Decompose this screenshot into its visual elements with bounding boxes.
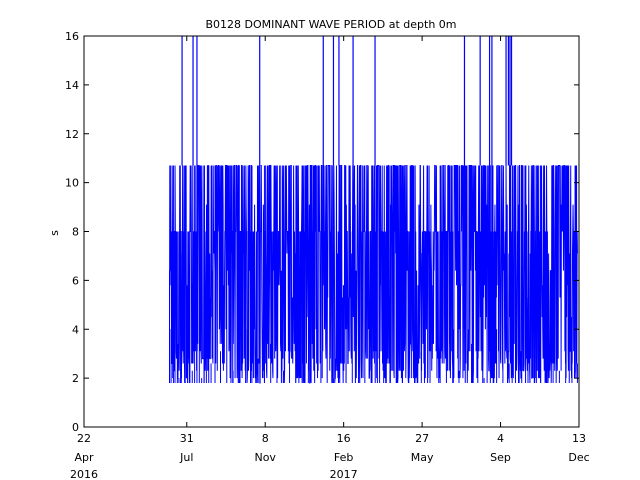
x-tick-day: 8 bbox=[262, 432, 269, 445]
y-tick-label: 14 bbox=[65, 79, 79, 92]
y-axis-label: s bbox=[48, 230, 61, 236]
x-tick-month: Dec bbox=[568, 451, 589, 464]
x-tick-month: Jul bbox=[179, 451, 193, 464]
series-layer bbox=[169, 36, 578, 384]
y-tick-label: 0 bbox=[72, 421, 79, 434]
y-tick-label: 8 bbox=[72, 226, 79, 239]
y-axis: 0 2 4 6 8 10 12 14 16 bbox=[65, 30, 579, 434]
y-tick-label: 4 bbox=[72, 323, 79, 336]
chart-title: B0128 DOMINANT WAVE PERIOD at depth 0m bbox=[205, 18, 456, 31]
x-axis: 22 Apr 2016 31 Jul 8 Nov 16 Feb 2017 27 May 4 Sep 13 De… bbox=[70, 36, 590, 480]
y-tick-label: 6 bbox=[72, 274, 79, 287]
x-tick-month: May bbox=[411, 451, 434, 464]
y-tick-label: 10 bbox=[65, 177, 79, 190]
x-tick-month: Nov bbox=[254, 451, 276, 464]
x-tick-day: 31 bbox=[180, 432, 194, 445]
x-tick-month: Sep bbox=[490, 451, 511, 464]
x-tick-month: Feb bbox=[334, 451, 353, 464]
x-tick-day: 27 bbox=[415, 432, 429, 445]
x-tick-month: Apr bbox=[74, 451, 94, 464]
x-tick-year: 2017 bbox=[330, 468, 358, 480]
y-tick-label: 12 bbox=[65, 128, 79, 141]
x-tick-day: 4 bbox=[497, 432, 504, 445]
x-tick-day: 16 bbox=[337, 432, 351, 445]
x-tick-year: 2016 bbox=[70, 468, 98, 480]
x-tick-day: 13 bbox=[572, 432, 586, 445]
series-line bbox=[169, 165, 578, 384]
y-tick-label: 2 bbox=[72, 372, 79, 385]
x-tick-day: 22 bbox=[77, 432, 91, 445]
y-tick-label: 16 bbox=[65, 30, 79, 43]
